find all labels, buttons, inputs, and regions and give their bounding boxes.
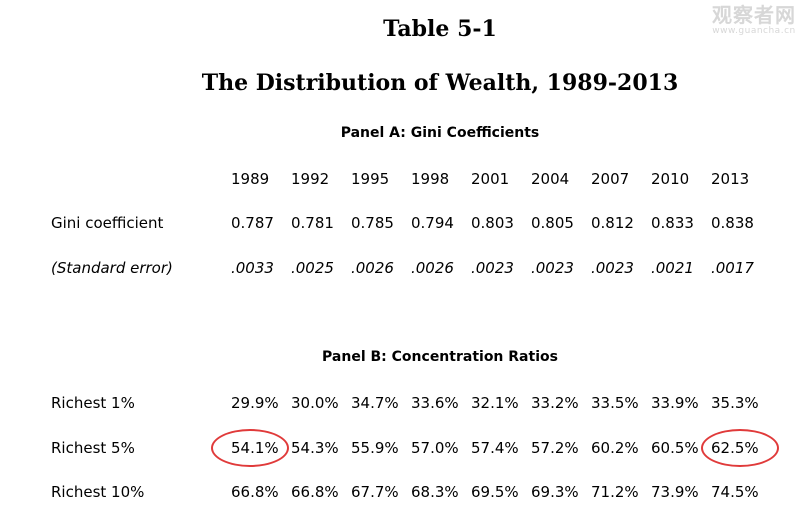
table-cell: 33.6% — [411, 394, 459, 412]
table-cell: 35.3% — [711, 394, 759, 412]
table-cell: 69.5% — [471, 483, 519, 501]
table-cell: .0023 — [471, 259, 514, 277]
row-label: Richest 10% — [51, 483, 145, 501]
table-cell: 33.5% — [591, 394, 639, 412]
table-cell: 29.9% — [231, 394, 279, 412]
richest-10-row: Richest 10% 66.8% 66.8% 67.7% 68.3% 69.5… — [0, 483, 810, 505]
table-cell: 0.803 — [471, 214, 514, 232]
table-cell: .0023 — [531, 259, 574, 277]
table-cell: 55.9% — [351, 439, 399, 457]
table-cell: 57.2% — [531, 439, 579, 457]
table-cell: 0.833 — [651, 214, 694, 232]
table-cell: 73.9% — [651, 483, 699, 501]
table-cell: 0.781 — [291, 214, 334, 232]
row-label: (Standard error) — [51, 259, 173, 277]
table-cell: 66.8% — [291, 483, 339, 501]
year-header-row: 1989 1992 1995 1998 2001 2004 2007 2010 … — [0, 170, 810, 192]
table-subtitle: The Distribution of Wealth, 1989-2013 — [201, 70, 679, 96]
table-cell: 0.785 — [351, 214, 394, 232]
table-cell: .0021 — [651, 259, 694, 277]
table-cell: 34.7% — [351, 394, 399, 412]
table-cell: .0026 — [411, 259, 454, 277]
table-cell: 0.787 — [231, 214, 274, 232]
highlight-circle-2013 — [701, 429, 779, 467]
table-cell: 32.1% — [471, 394, 519, 412]
table-cell: 71.2% — [591, 483, 639, 501]
panel-a-title: Panel A: Gini Coefficients — [340, 125, 540, 141]
year-header: 1998 — [411, 170, 450, 188]
table-cell: 67.7% — [351, 483, 399, 501]
table-title: Table 5-1 — [383, 16, 497, 42]
row-label: Gini coefficient — [51, 214, 164, 232]
table-cell: 68.3% — [411, 483, 459, 501]
year-header: 2001 — [471, 170, 510, 188]
table-cell: 54.3% — [291, 439, 339, 457]
table-cell: 0.805 — [531, 214, 574, 232]
watermark-sub: www.guancha.cn — [712, 26, 796, 36]
year-header: 1992 — [291, 170, 330, 188]
table-cell: 0.838 — [711, 214, 754, 232]
table-cell: 60.2% — [591, 439, 639, 457]
richest-1-row: Richest 1% 29.9% 30.0% 34.7% 33.6% 32.1%… — [0, 394, 810, 416]
table-cell: .0033 — [231, 259, 274, 277]
table-cell: 57.4% — [471, 439, 519, 457]
watermark-main: 观察者网 — [712, 3, 796, 27]
table-cell: 60.5% — [651, 439, 699, 457]
table-cell: 74.5% — [711, 483, 759, 501]
table-cell: 0.812 — [591, 214, 634, 232]
table-cell: .0025 — [291, 259, 334, 277]
table-cell: 0.794 — [411, 214, 454, 232]
row-label: Richest 5% — [51, 439, 135, 457]
table-cell: 30.0% — [291, 394, 339, 412]
table-cell: .0017 — [711, 259, 754, 277]
year-header: 2007 — [591, 170, 630, 188]
table-cell: 69.3% — [531, 483, 579, 501]
year-header: 2013 — [711, 170, 750, 188]
row-label: Richest 1% — [51, 394, 135, 412]
panel-b-title: Panel B: Concentration Ratios — [322, 349, 558, 365]
year-header: 1989 — [231, 170, 270, 188]
standard-error-row: (Standard error) .0033 .0025 .0026 .0026… — [0, 259, 810, 281]
year-header: 2004 — [531, 170, 570, 188]
table-cell: .0026 — [351, 259, 394, 277]
highlight-circle-1989 — [211, 429, 289, 467]
table-cell: 33.9% — [651, 394, 699, 412]
table-cell: .0023 — [591, 259, 634, 277]
gini-row: Gini coefficient 0.787 0.781 0.785 0.794… — [0, 214, 810, 236]
year-header: 1995 — [351, 170, 390, 188]
table-cell: 66.8% — [231, 483, 279, 501]
table-cell: 33.2% — [531, 394, 579, 412]
table-cell: 57.0% — [411, 439, 459, 457]
watermark: 观察者网 www.guancha.cn — [704, 4, 804, 36]
richest-5-row: Richest 5% 54.1% 54.3% 55.9% 57.0% 57.4%… — [0, 439, 810, 461]
year-header: 2010 — [651, 170, 690, 188]
